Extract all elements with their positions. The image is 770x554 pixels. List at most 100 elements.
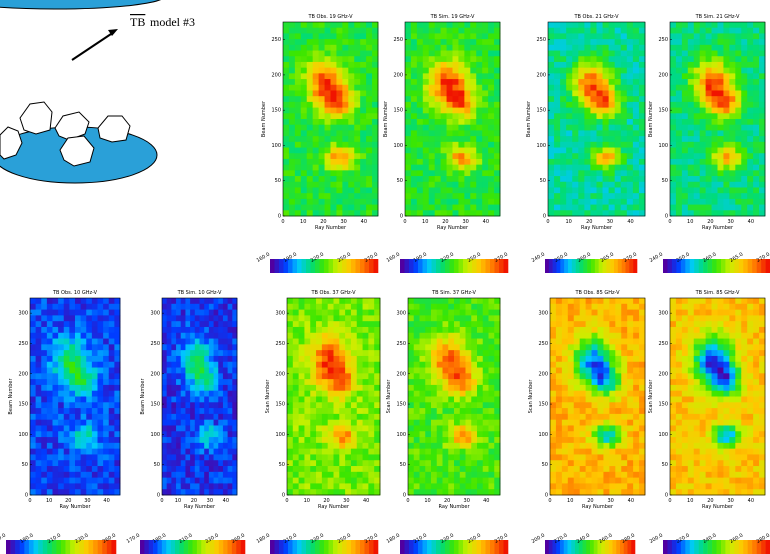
heat-cell xyxy=(735,79,741,85)
heat-cell xyxy=(597,28,603,34)
heat-cell xyxy=(366,39,372,45)
colorbar-cell xyxy=(111,540,116,554)
heat-cell xyxy=(348,79,354,85)
heat-cell xyxy=(597,62,603,68)
heat-cell xyxy=(548,187,554,193)
heat-cell xyxy=(458,130,464,136)
heat-cell xyxy=(319,85,325,91)
heat-cell xyxy=(185,431,190,437)
heat-cell xyxy=(181,379,186,385)
heat-cell xyxy=(181,391,186,397)
heat-cell xyxy=(688,130,694,136)
heat-cell xyxy=(334,478,340,484)
heat-cell xyxy=(670,199,676,205)
heat-cell xyxy=(295,68,301,74)
heat-cell xyxy=(443,327,449,333)
heat-cell xyxy=(441,199,447,205)
heat-cell xyxy=(86,385,92,391)
heat-cell xyxy=(729,56,735,62)
heat-cell xyxy=(185,408,190,414)
heat-cell xyxy=(688,136,694,142)
heat-cell xyxy=(313,182,319,188)
heat-cell xyxy=(232,315,237,321)
heat-cell xyxy=(316,321,322,327)
heat-cell xyxy=(313,136,319,142)
heat-cell xyxy=(200,408,205,414)
heat-cell xyxy=(114,460,120,466)
heat-cell xyxy=(114,449,120,455)
heat-cell xyxy=(568,402,574,408)
heat-cell xyxy=(414,339,420,345)
heat-cell xyxy=(441,130,447,136)
heat-cell xyxy=(185,420,190,426)
heat-cell xyxy=(615,170,621,176)
heat-cell xyxy=(741,22,747,28)
heat-cell xyxy=(92,391,98,397)
heat-cell xyxy=(603,73,609,79)
heat-cell xyxy=(351,454,357,460)
heat-cell xyxy=(488,108,494,114)
heat-cell xyxy=(425,425,431,431)
heat-cell xyxy=(562,362,568,368)
heat-cell xyxy=(339,425,345,431)
heat-cell xyxy=(98,414,104,420)
heat-cell xyxy=(586,344,592,350)
heat-cell xyxy=(488,33,494,39)
heat-cell xyxy=(357,425,363,431)
heat-cell xyxy=(706,136,712,142)
heat-cell xyxy=(554,193,560,199)
heat-cell xyxy=(345,425,351,431)
heat-cell xyxy=(694,193,700,199)
heat-cell xyxy=(494,315,500,321)
heat-cell xyxy=(200,333,205,339)
heat-cell xyxy=(670,153,676,159)
heat-cell xyxy=(454,350,460,356)
heat-cell xyxy=(562,304,568,310)
heat-cell xyxy=(342,210,348,216)
heat-cell xyxy=(554,142,560,148)
heat-cell xyxy=(706,62,712,68)
heat-cell xyxy=(609,182,615,188)
heat-cell xyxy=(429,176,435,182)
heat-cell xyxy=(223,472,228,478)
heat-cell xyxy=(287,368,293,374)
heat-cell xyxy=(471,414,477,420)
y-tick-label: 50 xyxy=(279,462,285,468)
heat-cell xyxy=(718,187,724,193)
heat-cell xyxy=(176,402,181,408)
heat-cell xyxy=(464,22,470,28)
heat-cell xyxy=(423,199,429,205)
heat-cell xyxy=(295,73,301,79)
heat-cell xyxy=(458,148,464,154)
heat-cell xyxy=(466,478,472,484)
heat-cell xyxy=(554,130,560,136)
heat-cell xyxy=(41,391,47,397)
y-tick-label: 300 xyxy=(150,311,160,317)
heat-cell xyxy=(307,96,313,102)
heat-cell xyxy=(562,414,568,420)
heat-cell xyxy=(357,327,363,333)
heat-cell xyxy=(185,339,190,345)
heat-cell xyxy=(494,478,500,484)
heat-cell xyxy=(374,298,380,304)
heat-cell xyxy=(310,443,316,449)
heat-cell xyxy=(322,344,328,350)
heat-cell xyxy=(299,339,305,345)
heat-cell xyxy=(735,113,741,119)
heat-cell xyxy=(310,333,316,339)
heat-cell xyxy=(488,210,494,216)
heat-cell xyxy=(339,437,345,443)
heat-cell xyxy=(741,33,747,39)
heat-cell xyxy=(477,478,483,484)
panel-title: TB Sim. 19 GHz-V xyxy=(430,14,475,20)
heat-cell xyxy=(363,489,369,495)
heat-cell xyxy=(483,391,489,397)
heat-cell xyxy=(334,460,340,466)
heat-cell xyxy=(411,170,417,176)
heat-cell xyxy=(299,408,305,414)
heat-cell xyxy=(366,187,372,193)
heat-cell xyxy=(190,397,195,403)
heat-cell xyxy=(348,176,354,182)
heat-cell xyxy=(437,298,443,304)
heat-cell xyxy=(574,321,580,327)
